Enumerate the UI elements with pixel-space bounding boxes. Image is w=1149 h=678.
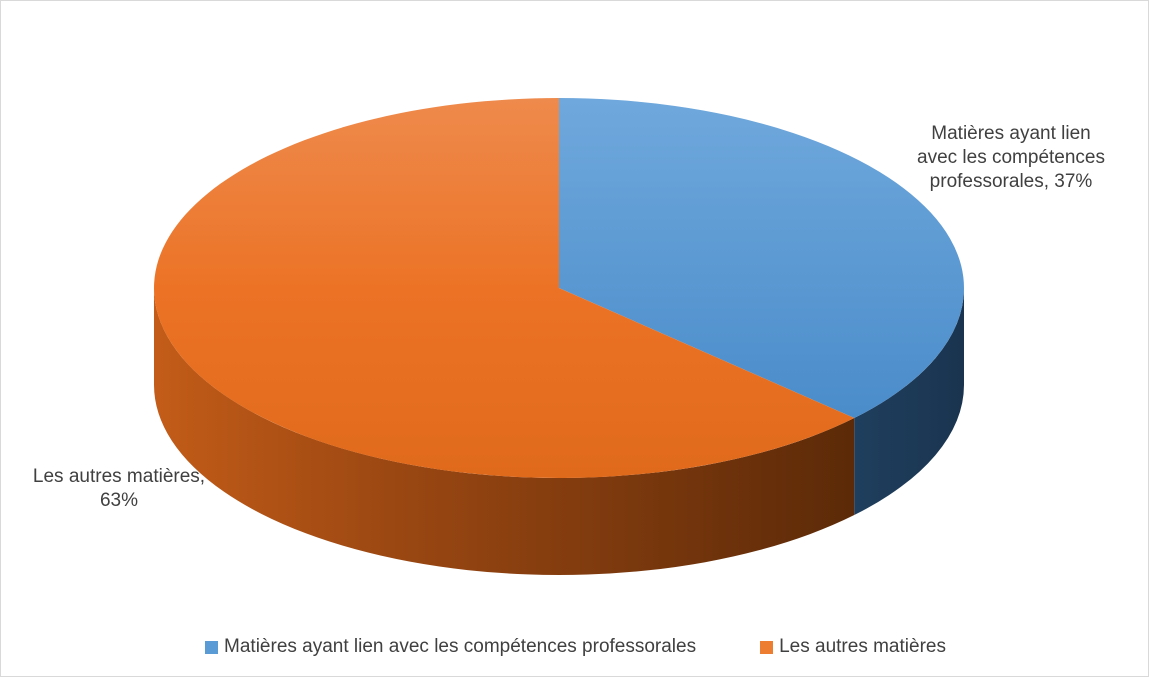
data-label-line: avec les compétences	[917, 147, 1105, 168]
legend-label: Les autres matières	[779, 636, 946, 657]
data-label-line: Matières ayant lien	[931, 123, 1091, 144]
data-label-line: Les autres matières,	[32, 466, 206, 487]
slice-autres-side	[154, 288, 855, 575]
legend: Matières ayant lien avec les compétences…	[1, 634, 1149, 660]
slice-competences-side	[854, 288, 964, 516]
data-label-competences: Matières ayant lien avec les compétences…	[896, 122, 1126, 194]
data-label-line: professorales, 37%	[929, 171, 1093, 192]
data-label-autres: Les autres matières, 63%	[13, 465, 225, 513]
slice-competences-top	[559, 98, 964, 419]
data-label-line: 63%	[99, 490, 139, 511]
legend-swatch-orange	[760, 640, 774, 654]
legend-item-autres: Les autres matières	[760, 636, 946, 658]
legend-swatch-blue	[205, 640, 219, 654]
legend-item-competences: Matières ayant lien avec les compétences…	[205, 636, 696, 658]
slice-autres-top	[153, 97, 855, 478]
legend-label: Matières ayant lien avec les compétences…	[224, 636, 697, 657]
